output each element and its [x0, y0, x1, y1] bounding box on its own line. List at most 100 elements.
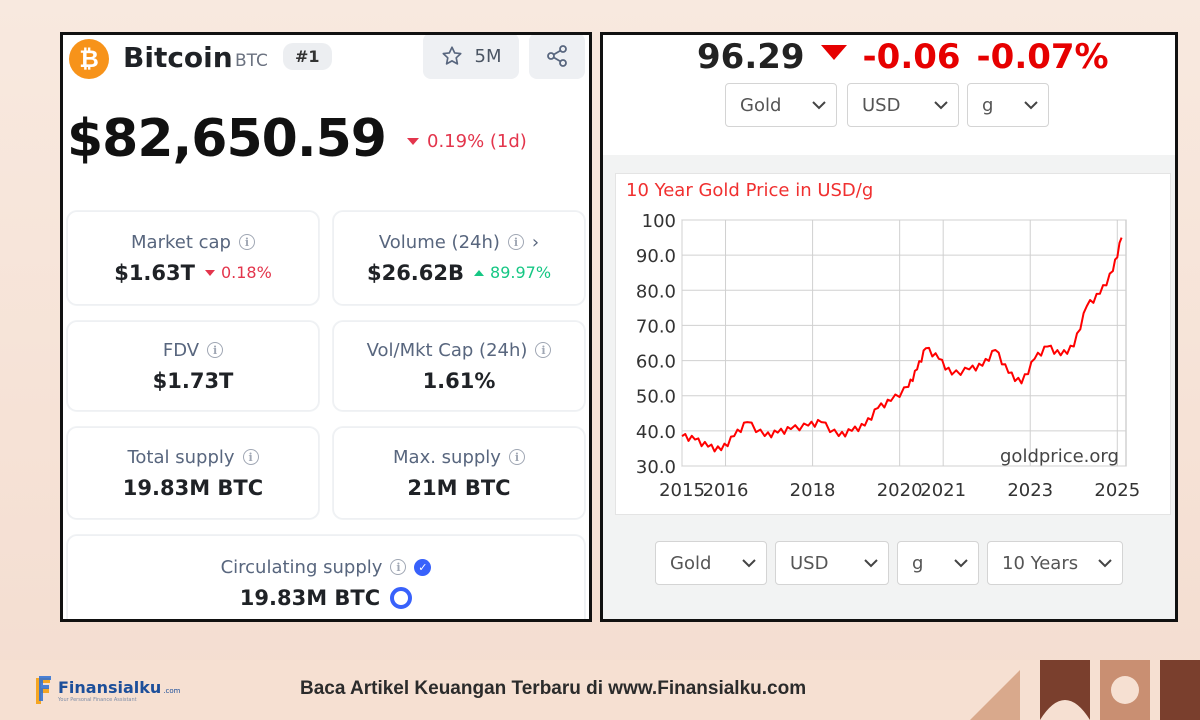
info-icon[interactable]: i [207, 342, 224, 358]
gold-chart: 10 Year Gold Price in USD/g 100 90.0 80.0 7… [615, 173, 1171, 515]
circulating-supply-value-row: 19.83M BTC [239, 585, 413, 610]
total-supply-card: Total supply i 19.83M BTC [67, 427, 319, 519]
brand-name: Finansialku [58, 677, 162, 697]
chart-title: 10 Year Gold Price in USD/g [626, 180, 874, 201]
y-tick-label: 40.0 [636, 422, 676, 443]
volume-value-row: $26.62B 89.97% [367, 261, 551, 285]
market-cap-change: 0.18% [204, 263, 272, 282]
coin-header: ₿ Bitcoin BTC #1 5M [67, 35, 587, 81]
x-tick-label: 2015 [659, 480, 705, 501]
plot-area-border [681, 219, 1127, 467]
gold-chart-svg: 100 90.0 80.0 70.0 60.0 50.0 40.0 30.0 20152016… [636, 211, 1140, 501]
finansialku-logo[interactable]: Finansialku .com Your Personal Finance A… [34, 674, 181, 706]
info-icon[interactable]: i [535, 342, 552, 358]
volume-value: $26.62B [366, 260, 465, 285]
verified-check-icon: ✓ [414, 558, 432, 576]
share-icon [547, 45, 567, 67]
chart-metal-select[interactable]: Gold [655, 541, 767, 585]
y-axis: 100 90.0 80.0 70.0 60.0 50.0 40.0 30.0 [636, 211, 676, 478]
chart-unit-select[interactable]: g [897, 541, 979, 585]
down-arrow-icon [820, 44, 847, 60]
gold-quote: 96.29 -0.06 -0.07% [697, 37, 1109, 77]
circulating-supply-value: 19.83M BTC [239, 585, 381, 610]
up-triangle-icon [474, 269, 485, 276]
currency-select[interactable]: USD [847, 83, 959, 127]
info-icon[interactable]: i [390, 559, 407, 575]
total-supply-value: 19.83M BTC [122, 475, 264, 500]
vol-mkt-cap-label: Vol/Mkt Cap (24h) i [367, 340, 552, 361]
watchlist-count: 5M [474, 45, 502, 67]
y-tick-label: 70.0 [636, 316, 676, 337]
fdv-value: $1.73T [152, 368, 234, 393]
supply-progress-ring-icon [390, 586, 413, 609]
decorative-pattern [970, 660, 1200, 720]
volume-card[interactable]: Volume (24h) i › $26.62B 89.97% [333, 211, 585, 305]
x-tick-label: 2020 [877, 480, 923, 501]
market-cap-value-row: $1.63T 0.18% [114, 261, 272, 285]
coin-price: $82,650.59 [67, 109, 387, 169]
chart-period-select[interactable]: 10 Years [987, 541, 1123, 585]
chevron-down-icon [1024, 101, 1038, 110]
total-supply-label: Total supply i [127, 446, 259, 468]
circulating-supply-card: Circulating supply i ✓ 19.83M BTC [67, 535, 585, 619]
max-supply-card: Max. supply i 21M BTC [333, 427, 585, 519]
chevron-down-icon [742, 559, 756, 568]
share-button[interactable] [529, 35, 585, 79]
chevron-down-icon [812, 101, 826, 110]
market-cap-card: Market cap i $1.63T 0.18% [67, 211, 319, 305]
gold-change: -0.06 [862, 37, 961, 77]
crypto-panel: ₿ Bitcoin BTC #1 5M $82,650.59 0.19% (1d… [60, 32, 592, 622]
market-cap-label: Market cap i [131, 232, 255, 253]
down-triangle-icon [407, 138, 419, 145]
brand-name-row: Finansialku .com [58, 678, 181, 697]
info-icon[interactable]: i [507, 234, 524, 250]
volume-label: Volume (24h) i › [379, 232, 539, 253]
chart-unit-select-value: g [912, 552, 924, 574]
circulating-supply-label: Circulating supply i ✓ [221, 557, 432, 578]
price-change-1d: 0.19% (1d) [407, 131, 527, 152]
watchlist-button[interactable]: 5M [423, 35, 519, 79]
vol-mkt-cap-value: 1.61% [422, 368, 496, 393]
max-supply-label: Max. supply i [393, 447, 525, 468]
vol-mkt-cap-label-text: Vol/Mkt Cap (24h) [366, 339, 528, 361]
chevron-right-icon[interactable]: › [531, 231, 540, 253]
brand-suffix: .com [163, 686, 181, 695]
bitcoin-logo-icon: ₿ [69, 39, 109, 79]
chart-grid [681, 219, 1127, 467]
chart-period-select-value: 10 Years [1002, 552, 1079, 574]
chart-currency-select-value: USD [790, 552, 829, 574]
x-tick-label: 2021 [920, 480, 966, 501]
gold-quote-header: 96.29 -0.06 -0.07% Gold USD g [603, 35, 1175, 155]
fdv-card: FDV i $1.73T [67, 321, 319, 411]
y-tick-label: 30.0 [636, 457, 676, 478]
chart-watermark: goldprice.org [1000, 446, 1119, 467]
coin-symbol: BTC [235, 51, 268, 71]
total-supply-label-text: Total supply [127, 446, 235, 468]
fdv-label: FDV i [162, 339, 224, 361]
footer-cta[interactable]: Baca Artikel Keuangan Terbaru di www.Fin… [300, 678, 807, 699]
chart-metal-select-value: Gold [670, 552, 712, 574]
finansialku-logo-icon [36, 676, 51, 704]
x-tick-label: 2023 [1007, 480, 1053, 501]
info-icon[interactable]: i [242, 449, 259, 465]
y-tick-label: 80.0 [636, 281, 676, 302]
info-icon[interactable]: i [508, 449, 525, 465]
volume-change-value: 89.97% [490, 263, 552, 282]
x-tick-label: 2016 [703, 480, 749, 501]
fdv-label-text: FDV [162, 339, 200, 361]
chart-currency-select[interactable]: USD [775, 541, 889, 585]
metal-select-value: Gold [740, 94, 782, 116]
metal-select[interactable]: Gold [725, 83, 837, 127]
max-supply-label-text: Max. supply [393, 446, 501, 468]
y-tick-label: 90.0 [636, 246, 676, 267]
brand-tagline: Your Personal Finance Assistant [58, 696, 137, 703]
x-tick-label: 2018 [790, 480, 836, 501]
price-change-value: 0.19% (1d) [427, 131, 527, 152]
gold-change-pct: -0.07% [976, 37, 1109, 77]
unit-select-value: g [982, 94, 994, 116]
info-icon[interactable]: i [238, 234, 255, 250]
gold-panel: 96.29 -0.06 -0.07% Gold USD g 10 Year Go… [600, 32, 1178, 622]
unit-select[interactable]: g [967, 83, 1049, 127]
chevron-down-icon [864, 559, 878, 568]
